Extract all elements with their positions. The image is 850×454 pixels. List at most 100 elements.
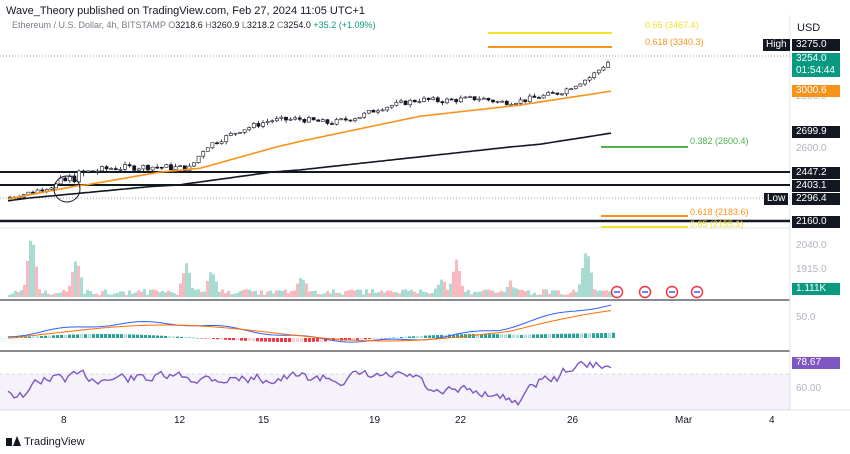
volume-bar <box>524 291 527 297</box>
macd-histogram-bar <box>312 338 315 342</box>
volume-bar <box>518 289 521 297</box>
candle-body <box>385 106 390 111</box>
candle-body <box>86 170 91 173</box>
candle-body <box>569 88 574 91</box>
candle-body <box>527 95 532 102</box>
macd-histogram-bar <box>324 338 327 342</box>
volume-bar <box>494 292 497 297</box>
macd-histogram-bar <box>548 334 551 338</box>
symbol-name: Ethereum / U.S. Dollar, 4h, BITSTAMP <box>12 20 166 30</box>
candle-body <box>366 110 371 114</box>
x-label-22: 22 <box>455 415 467 426</box>
volume-bar <box>500 290 503 297</box>
volume-bar <box>287 293 290 297</box>
candle-body <box>256 123 261 127</box>
volume-bar <box>590 272 593 297</box>
volume-bar <box>605 290 608 297</box>
volume-bar <box>272 293 275 297</box>
macd-histogram-bar <box>108 334 111 338</box>
volume-bar <box>596 290 599 297</box>
macd-histogram-bar <box>408 336 411 338</box>
macd-histogram-bar <box>552 333 555 338</box>
macd-histogram-bar <box>132 334 135 338</box>
volume-bar <box>365 289 368 297</box>
volume-bar <box>281 290 284 297</box>
macd-histogram-bar <box>92 334 95 338</box>
candle-body <box>334 119 339 125</box>
macd-histogram-bar <box>584 333 587 338</box>
volume-bar <box>446 289 449 297</box>
candle-body <box>500 100 505 103</box>
candle-body <box>495 101 500 103</box>
macd-histogram-bar <box>152 335 155 338</box>
macd-tick-50: 50.0 <box>796 312 816 323</box>
candle-body <box>123 164 127 170</box>
volume-bar <box>221 289 224 297</box>
macd-histogram-bar <box>592 333 595 338</box>
volume-bar <box>350 289 353 297</box>
volume-bar <box>248 289 251 297</box>
volume-bar <box>332 289 335 297</box>
macd-histogram-bar <box>296 338 299 342</box>
macd-histogram-bar <box>456 334 459 338</box>
volume-bar <box>410 289 413 297</box>
candle-body <box>357 116 362 120</box>
currency-label[interactable]: USD <box>797 22 821 34</box>
volume-bar <box>353 290 356 297</box>
volume-bar <box>284 289 287 297</box>
macd-histogram-bar <box>512 334 515 338</box>
volume-bar <box>233 293 236 297</box>
volume-bar <box>95 293 98 297</box>
candle-body <box>302 119 307 123</box>
candle-body <box>578 83 583 87</box>
volume-bar <box>443 281 446 297</box>
macd-histogram-bar <box>260 338 263 342</box>
volume-bar <box>536 294 539 297</box>
candle-body <box>233 132 238 135</box>
macd-histogram-bar <box>20 337 23 338</box>
macd-histogram-bar <box>208 338 211 339</box>
macd-histogram-bar <box>440 334 443 338</box>
candle-body <box>596 69 601 74</box>
volume-bar <box>83 293 86 297</box>
low-price-label: 2296.4 <box>792 193 840 205</box>
volume-bar <box>305 283 308 297</box>
volume-bar <box>431 292 434 297</box>
volume-bar <box>491 290 494 297</box>
macd-histogram-bar <box>332 338 335 342</box>
volume-bar <box>278 290 281 297</box>
volume-bar <box>458 271 461 297</box>
macd-histogram-bar <box>500 334 503 338</box>
volume-bar <box>551 290 554 297</box>
macd-histogram-bar <box>144 334 147 338</box>
volume-bar <box>149 289 152 297</box>
volume-bar <box>506 286 509 297</box>
volume-bar <box>131 293 134 297</box>
candle-body <box>523 99 528 102</box>
macd-histogram-bar <box>472 334 475 338</box>
volume-bar <box>557 290 560 297</box>
macd-histogram-bar <box>356 338 359 340</box>
macd-histogram-bar <box>396 337 399 338</box>
tradingview-logo[interactable]: TradingView <box>6 436 85 448</box>
volume-bar <box>47 293 50 297</box>
volume-bar <box>158 292 161 297</box>
macd-histogram-bar <box>212 338 215 340</box>
volume-bar <box>236 292 239 297</box>
x-label-8: 8 <box>61 415 67 426</box>
macd-histogram-bar <box>88 334 91 338</box>
candle-body <box>100 166 104 172</box>
candle-body <box>169 164 173 171</box>
volume-bar <box>359 289 362 297</box>
macd-histogram-bar <box>392 337 395 339</box>
x-label-4: 4 <box>769 415 775 426</box>
volume-bar <box>401 289 404 297</box>
macd-histogram-bar <box>284 338 287 342</box>
volume-bar <box>362 294 365 297</box>
candle-body <box>339 118 344 121</box>
volume-bar <box>515 288 518 297</box>
macd-histogram-bar <box>380 338 383 339</box>
candle-body <box>606 62 610 68</box>
volume-bar <box>53 293 56 297</box>
